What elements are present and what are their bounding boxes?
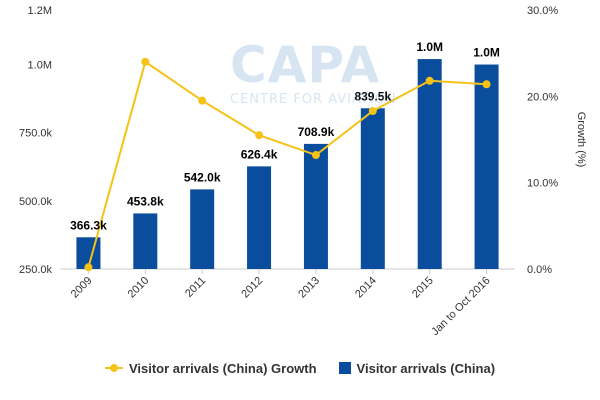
bar-jan-to-oct-2016 — [474, 64, 499, 270]
growth-line — [87, 60, 487, 268]
x-tick-label: Jan to Oct 2016 — [429, 275, 492, 338]
bar-2010 — [133, 213, 158, 269]
x-tick-label: 2012 — [239, 275, 265, 301]
legend: Visitor arrivals (China) Growth Visitor … — [0, 358, 600, 378]
bar-data-label: 366.3k — [70, 218, 107, 232]
y-right-tick-label: 20.0% — [527, 91, 558, 103]
growth-point-2009 — [84, 263, 93, 272]
x-tick-label: 2009 — [69, 275, 95, 301]
legend-bar-symbol — [338, 362, 351, 374]
growth-point-2015 — [425, 76, 434, 85]
growth-point-2012 — [255, 131, 264, 140]
y-left-tick-label: 1.2M — [28, 5, 52, 17]
bar-2014 — [360, 108, 385, 269]
x-tick-label: 2015 — [410, 275, 436, 301]
y-right-axis-title: Growth (%) — [575, 112, 587, 168]
x-tick-label: 2010 — [126, 275, 152, 301]
bar-data-label: 708.9k — [298, 125, 335, 139]
legend-label-arrivals: Visitor arrivals (China) — [356, 360, 496, 376]
y-right-tick-label: 30.0% — [527, 5, 558, 17]
bar-2015 — [417, 59, 442, 269]
y-right-tick-label: 0.0% — [527, 264, 552, 276]
bar-data-label: 542.0k — [184, 170, 221, 184]
growth-point-2010 — [141, 57, 150, 66]
legend-item-arrivals[interactable]: Visitor arrivals (China) — [338, 360, 496, 376]
bar-2011 — [190, 189, 215, 269]
x-tick-label: 2011 — [183, 275, 208, 300]
bar-data-label: 839.5k — [354, 89, 391, 103]
y-left-tick-label: 250.0k — [19, 264, 53, 276]
y-right-tick-label: 10.0% — [527, 178, 558, 190]
y-left-tick-label: 1.0M — [28, 60, 52, 72]
growth-point-2011 — [198, 96, 207, 105]
bar-data-label: 453.8k — [127, 194, 164, 208]
bar-2012 — [247, 166, 272, 269]
bar-data-label: 1.0M — [416, 40, 443, 54]
y-left-tick-label: 750.0k — [19, 128, 53, 140]
x-tick-label: 2013 — [296, 275, 322, 301]
growth-point-2014 — [368, 107, 377, 116]
bar-data-label: 1.0M — [473, 46, 500, 60]
bar-data-label: 626.4k — [241, 147, 278, 161]
y-left-tick-label: 500.0k — [19, 196, 53, 208]
growth-point-jan-to-oct-2016 — [482, 80, 491, 89]
legend-item-growth[interactable]: Visitor arrivals (China) Growth — [104, 360, 317, 376]
legend-line-symbol — [104, 363, 123, 373]
growth-point-2013 — [311, 151, 320, 160]
legend-label-growth: Visitor arrivals (China) Growth — [128, 360, 317, 376]
bar-2013 — [303, 143, 328, 269]
x-tick-label: 2014 — [353, 275, 379, 301]
